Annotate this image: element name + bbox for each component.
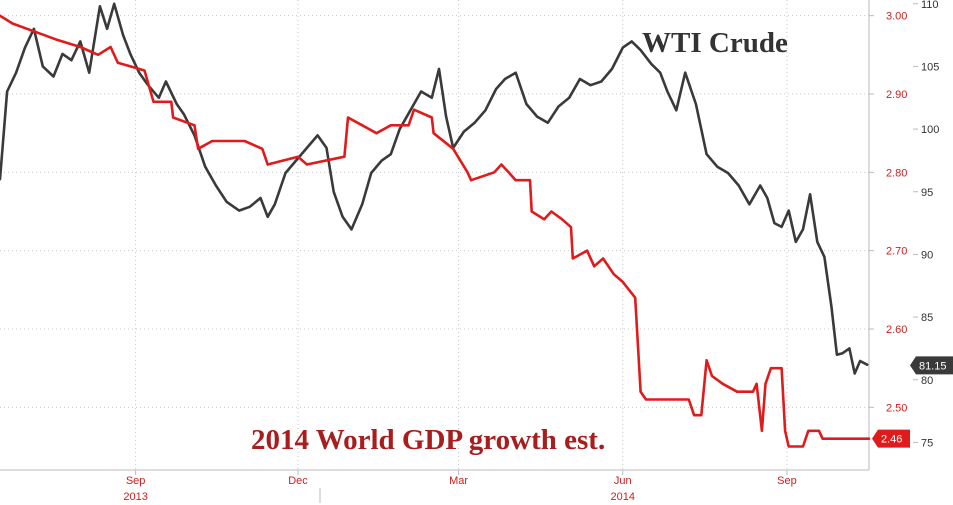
y-right-tick-label: 80 <box>921 375 933 387</box>
y-right-tick-label: 85 <box>921 312 933 324</box>
last-value-label: 81.15 <box>919 360 947 372</box>
x-tick-label: Dec <box>288 475 308 487</box>
gridlines <box>0 0 869 470</box>
x-tick-label: Sep <box>126 475 146 487</box>
y-right-tick-label: 95 <box>921 187 933 199</box>
wti-last-value-badge <box>910 356 953 375</box>
x-tick-label: Sep <box>777 475 797 487</box>
y-left-tick-label: 2.90 <box>886 89 907 101</box>
tick-labels: Sep Dec Mar Jun Sep 2013 2014 3.00 2.90 2.80 2.70 2… <box>123 0 939 503</box>
y-right-tick-label: 110 <box>921 0 939 11</box>
y-left-tick-label: 2.50 <box>886 402 907 414</box>
y-left-tick-label: 3.00 <box>886 11 907 23</box>
y-right-tick-label: 105 <box>921 61 939 73</box>
x-tick-label: Mar <box>449 475 468 487</box>
y-right-tick-label: 75 <box>921 437 933 449</box>
y-left-tick-label: 2.80 <box>886 167 907 179</box>
gdp-growth-series-line <box>0 14 871 448</box>
wti-crude-series-line <box>0 2 869 375</box>
year-label: 2014 <box>611 491 635 503</box>
gdp-last-value-badge <box>872 429 910 448</box>
y-right-tick-label: 90 <box>921 249 933 261</box>
year-label: 2013 <box>123 491 147 503</box>
series-layer <box>0 2 871 448</box>
axes <box>0 0 870 503</box>
y-left-tick-label: 2.70 <box>886 246 907 258</box>
x-tick-label: Jun <box>614 475 632 487</box>
wti-crude-label: WTI Crude <box>642 27 788 59</box>
last-value-label: 2.46 <box>881 434 902 446</box>
y-left-tick-label: 2.60 <box>886 324 907 336</box>
y-right-tick-label: 100 <box>921 124 939 136</box>
last-value-badges: 81.15 2.46 <box>872 356 953 448</box>
gdp-growth-label: 2014 World GDP growth est. <box>251 424 605 456</box>
